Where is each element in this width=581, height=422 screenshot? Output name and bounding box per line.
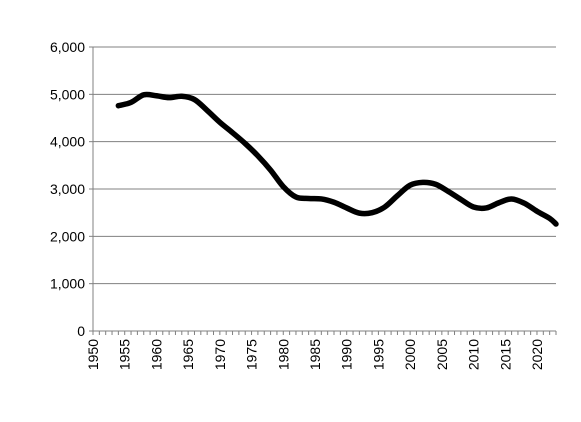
x-tick-label: 1990: [339, 339, 355, 370]
x-tick-label: 1980: [275, 339, 291, 370]
y-tick-label: 5,000: [50, 86, 85, 102]
x-tick-label: 2000: [402, 339, 418, 370]
y-tick-label: 3,000: [50, 181, 85, 197]
series-line: [115, 91, 559, 227]
y-tick-label: 2,000: [50, 228, 85, 244]
x-tick-label: 2015: [497, 339, 513, 370]
y-axis-ticks: 0 1,000 2,000 3,000 4,000 5,000 6,000: [50, 39, 93, 339]
x-tick-label: 1965: [180, 339, 196, 370]
y-tick-label: 6,000: [50, 39, 85, 55]
x-tick-label: 1955: [117, 339, 133, 370]
x-tick-label: 1995: [370, 339, 386, 370]
x-tick-label: 2005: [434, 339, 450, 370]
x-tick-label: 2020: [529, 339, 545, 370]
y-tick-label: 0: [77, 323, 85, 339]
y-tick-label: 1,000: [50, 276, 85, 292]
gridlines: [93, 46, 556, 285]
x-axis-ticks: 1950 1955 1960 1965 1970 1975 1980 1985 1990 1995…: [85, 331, 557, 370]
x-tick-label: 1960: [148, 339, 164, 370]
x-tick-label: 1985: [307, 339, 323, 370]
series-group: [115, 91, 559, 227]
x-tick-label: 1975: [244, 339, 260, 370]
x-tick-label: 2010: [466, 339, 482, 370]
x-tick-label: 1950: [85, 339, 101, 370]
y-tick-label: 4,000: [50, 134, 85, 150]
x-tick-label: 1970: [212, 339, 228, 370]
